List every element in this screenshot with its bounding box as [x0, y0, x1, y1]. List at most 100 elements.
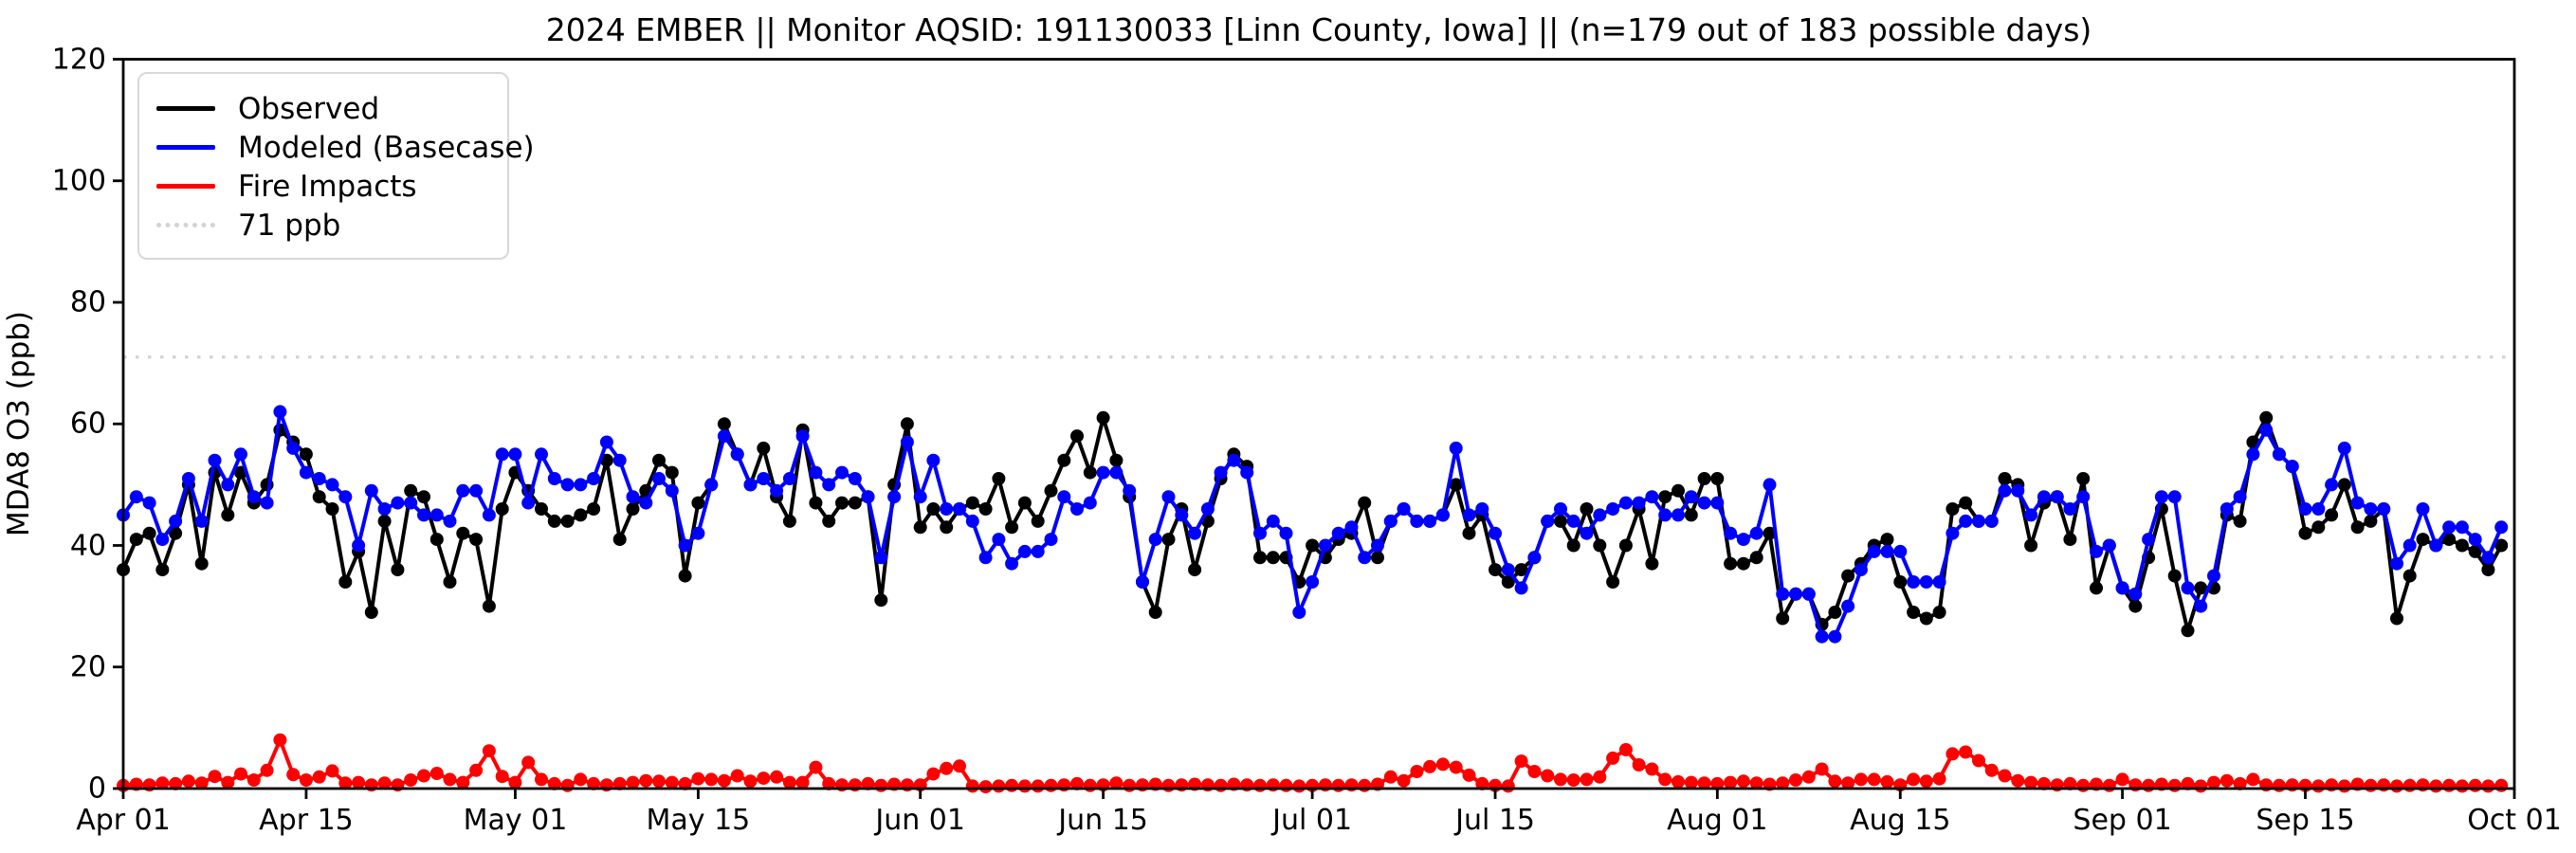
data-point [678, 776, 692, 790]
data-point [1462, 526, 1476, 540]
data-point [652, 453, 666, 467]
data-point [1580, 772, 1594, 787]
data-point [1123, 483, 1137, 498]
data-point [1618, 743, 1633, 756]
observed-series [117, 410, 2509, 638]
data-point [730, 447, 744, 462]
x-tick-label: Apr 01 [76, 804, 171, 837]
data-point [1606, 502, 1620, 516]
data-point [730, 769, 744, 783]
x-tick-label: May 01 [463, 804, 568, 837]
data-point [234, 447, 247, 462]
data-point [1489, 526, 1502, 540]
data-point [1684, 775, 1698, 789]
data-point [900, 435, 914, 449]
data-point [2233, 514, 2247, 528]
data-point [795, 775, 810, 789]
data-point [1410, 765, 1424, 778]
data-point [469, 483, 484, 498]
data-point [1435, 757, 1450, 771]
data-point [2154, 490, 2168, 504]
data-point [926, 767, 941, 781]
data-point [1710, 776, 1725, 790]
data-point [978, 780, 993, 794]
data-point [1161, 490, 1176, 504]
data-point [1017, 544, 1032, 558]
data-point [417, 508, 430, 522]
data-point [1841, 599, 1855, 613]
data-point [1358, 778, 1372, 792]
data-point [429, 533, 444, 547]
data-point [404, 496, 418, 510]
data-point [169, 526, 183, 540]
y-tick-label: 0 [87, 771, 106, 806]
data-point [1632, 758, 1646, 771]
data-point [260, 496, 274, 510]
data-point [717, 773, 731, 788]
data-point [1017, 779, 1032, 793]
data-point [574, 772, 588, 787]
data-point [1919, 611, 1933, 626]
data-point [377, 514, 392, 528]
data-point [352, 775, 366, 789]
data-point [1096, 410, 1110, 425]
data-point [1932, 771, 1946, 786]
data-point [2076, 472, 2091, 485]
data-point [1005, 778, 1019, 792]
data-point [1984, 514, 1999, 528]
data-point [1358, 551, 1372, 565]
data-point [587, 776, 601, 790]
data-point [691, 526, 705, 540]
data-point [743, 774, 758, 789]
data-point [1175, 508, 1189, 522]
data-point [286, 768, 301, 782]
data-point [1854, 563, 1868, 577]
data-point [717, 417, 731, 431]
data-point [965, 779, 979, 793]
data-point [155, 776, 170, 790]
data-point [299, 447, 313, 462]
fire-line-sample [156, 184, 215, 189]
legend: Observed Modeled (Basecase) Fire Impacts… [137, 72, 535, 260]
data-point [612, 453, 627, 467]
data-point [612, 776, 627, 790]
x-tick-label: Aug 15 [1850, 804, 1951, 837]
data-point [2102, 538, 2116, 553]
data-point [325, 502, 339, 516]
data-point [587, 502, 601, 516]
data-point [1161, 533, 1176, 547]
data-point [299, 773, 313, 787]
data-point [2285, 460, 2299, 474]
data-point [1005, 556, 1019, 571]
data-point [2076, 490, 2091, 504]
data-point [2390, 779, 2403, 793]
data-point [1501, 575, 1515, 589]
data-point [2167, 778, 2182, 792]
data-point [2416, 533, 2430, 547]
data-point [1383, 770, 1398, 784]
legend-row-modeled: Modeled (Basecase) [156, 128, 535, 167]
data-point [874, 593, 888, 608]
data-point [1593, 538, 1607, 553]
data-point [1697, 496, 1711, 510]
data-point [1580, 526, 1594, 540]
data-point [1449, 478, 1463, 492]
data-point [1618, 496, 1633, 510]
data-point [2090, 544, 2103, 558]
data-point [626, 775, 640, 789]
data-point [2024, 508, 2038, 522]
data-point [2311, 520, 2326, 535]
data-point [1214, 778, 1228, 792]
data-point [1801, 770, 1816, 784]
data-point [757, 771, 771, 786]
data-point [1306, 575, 1320, 589]
data-point [1932, 575, 1946, 589]
data-point [1998, 472, 2012, 485]
data-point [2076, 778, 2091, 792]
data-point [2402, 778, 2417, 792]
data-point [2298, 502, 2312, 516]
data-point [626, 502, 640, 516]
data-point [1815, 762, 1829, 776]
data-point [260, 763, 274, 777]
